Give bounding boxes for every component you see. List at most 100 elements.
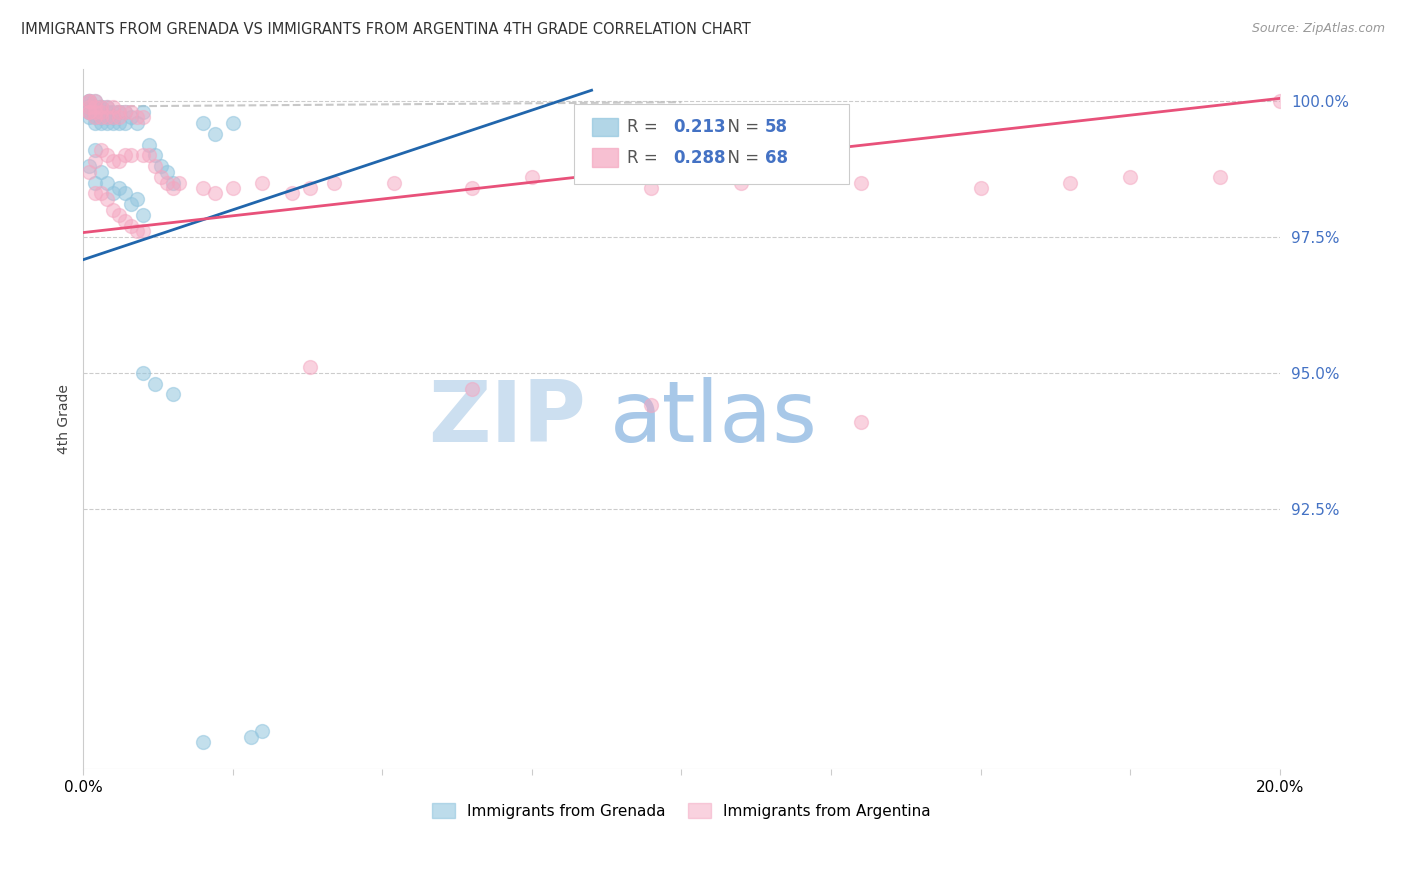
Point [84, 186, 107, 201]
Point [156, 176, 179, 190]
Point [138, 137, 160, 152]
Point [90, 186, 112, 201]
Point [90, 99, 112, 113]
Point [281, 186, 304, 201]
Point [101, 105, 124, 120]
Point [191, 181, 214, 195]
Point [120, 197, 142, 211]
Point [84, 143, 107, 157]
Point [143, 159, 166, 173]
Point [520, 170, 543, 185]
Y-axis label: 4th Grade: 4th Grade [58, 384, 72, 454]
Point [96, 111, 118, 125]
Point [162, 176, 184, 190]
Point [77, 99, 100, 113]
Point [96, 99, 118, 113]
Point [221, 116, 243, 130]
Point [120, 111, 142, 125]
Point [101, 111, 124, 125]
Text: 58: 58 [765, 118, 789, 136]
Point [108, 153, 131, 168]
Point [77, 159, 100, 173]
Point [84, 111, 107, 125]
Point [114, 213, 136, 227]
Point [84, 105, 107, 120]
Point [849, 415, 872, 429]
Point [84, 116, 107, 130]
Point [382, 176, 405, 190]
Point [90, 143, 112, 157]
Point [77, 105, 100, 120]
Point [108, 105, 131, 120]
Point [108, 105, 131, 120]
Point [132, 208, 155, 222]
Text: IMMIGRANTS FROM GRENADA VS IMMIGRANTS FROM ARGENTINA 4TH GRADE CORRELATION CHART: IMMIGRANTS FROM GRENADA VS IMMIGRANTS FR… [21, 22, 751, 37]
Point [299, 360, 322, 375]
Point [84, 105, 107, 120]
Point [167, 176, 190, 190]
Point [77, 94, 100, 108]
Point [120, 148, 142, 162]
Point [90, 105, 112, 120]
Bar [592, 148, 617, 167]
Point [162, 387, 184, 401]
Point [96, 116, 118, 130]
Point [101, 186, 124, 201]
Point [90, 165, 112, 179]
Point [90, 105, 112, 120]
Legend: Immigrants from Grenada, Immigrants from Argentina: Immigrants from Grenada, Immigrants from… [426, 797, 938, 825]
Point [252, 724, 274, 739]
FancyBboxPatch shape [574, 103, 849, 184]
Point [101, 116, 124, 130]
Point [84, 99, 107, 113]
Point [640, 181, 662, 195]
Point [77, 94, 100, 108]
Point [108, 208, 131, 222]
Point [969, 181, 991, 195]
Text: 0.213: 0.213 [673, 118, 725, 136]
Point [96, 111, 118, 125]
Point [84, 176, 107, 190]
Point [120, 219, 142, 233]
Point [108, 181, 131, 195]
Text: R =: R = [627, 149, 669, 167]
Text: ZIP: ZIP [427, 377, 586, 460]
Point [96, 99, 118, 113]
Point [101, 153, 124, 168]
Point [323, 176, 346, 190]
Point [90, 99, 112, 113]
Point [101, 202, 124, 217]
Point [96, 176, 118, 190]
Point [204, 127, 226, 141]
Point [90, 116, 112, 130]
Text: R =: R = [627, 118, 669, 136]
Point [149, 159, 172, 173]
Point [101, 99, 124, 113]
Point [84, 99, 107, 113]
Point [640, 398, 662, 412]
Point [77, 105, 100, 120]
Point [1209, 170, 1232, 185]
Point [114, 148, 136, 162]
Point [461, 181, 484, 195]
Point [132, 148, 155, 162]
Point [114, 186, 136, 201]
Point [90, 111, 112, 125]
Point [77, 105, 100, 120]
Point [138, 148, 160, 162]
Point [730, 176, 752, 190]
Point [299, 181, 322, 195]
Point [96, 148, 118, 162]
Point [132, 366, 155, 380]
Point [84, 105, 107, 120]
Point [114, 105, 136, 120]
Point [1268, 94, 1291, 108]
Point [191, 735, 214, 749]
Bar [592, 118, 617, 136]
Point [77, 94, 100, 108]
Point [77, 94, 100, 108]
Point [132, 105, 155, 120]
Point [143, 376, 166, 391]
Point [84, 94, 107, 108]
Point [132, 225, 155, 239]
